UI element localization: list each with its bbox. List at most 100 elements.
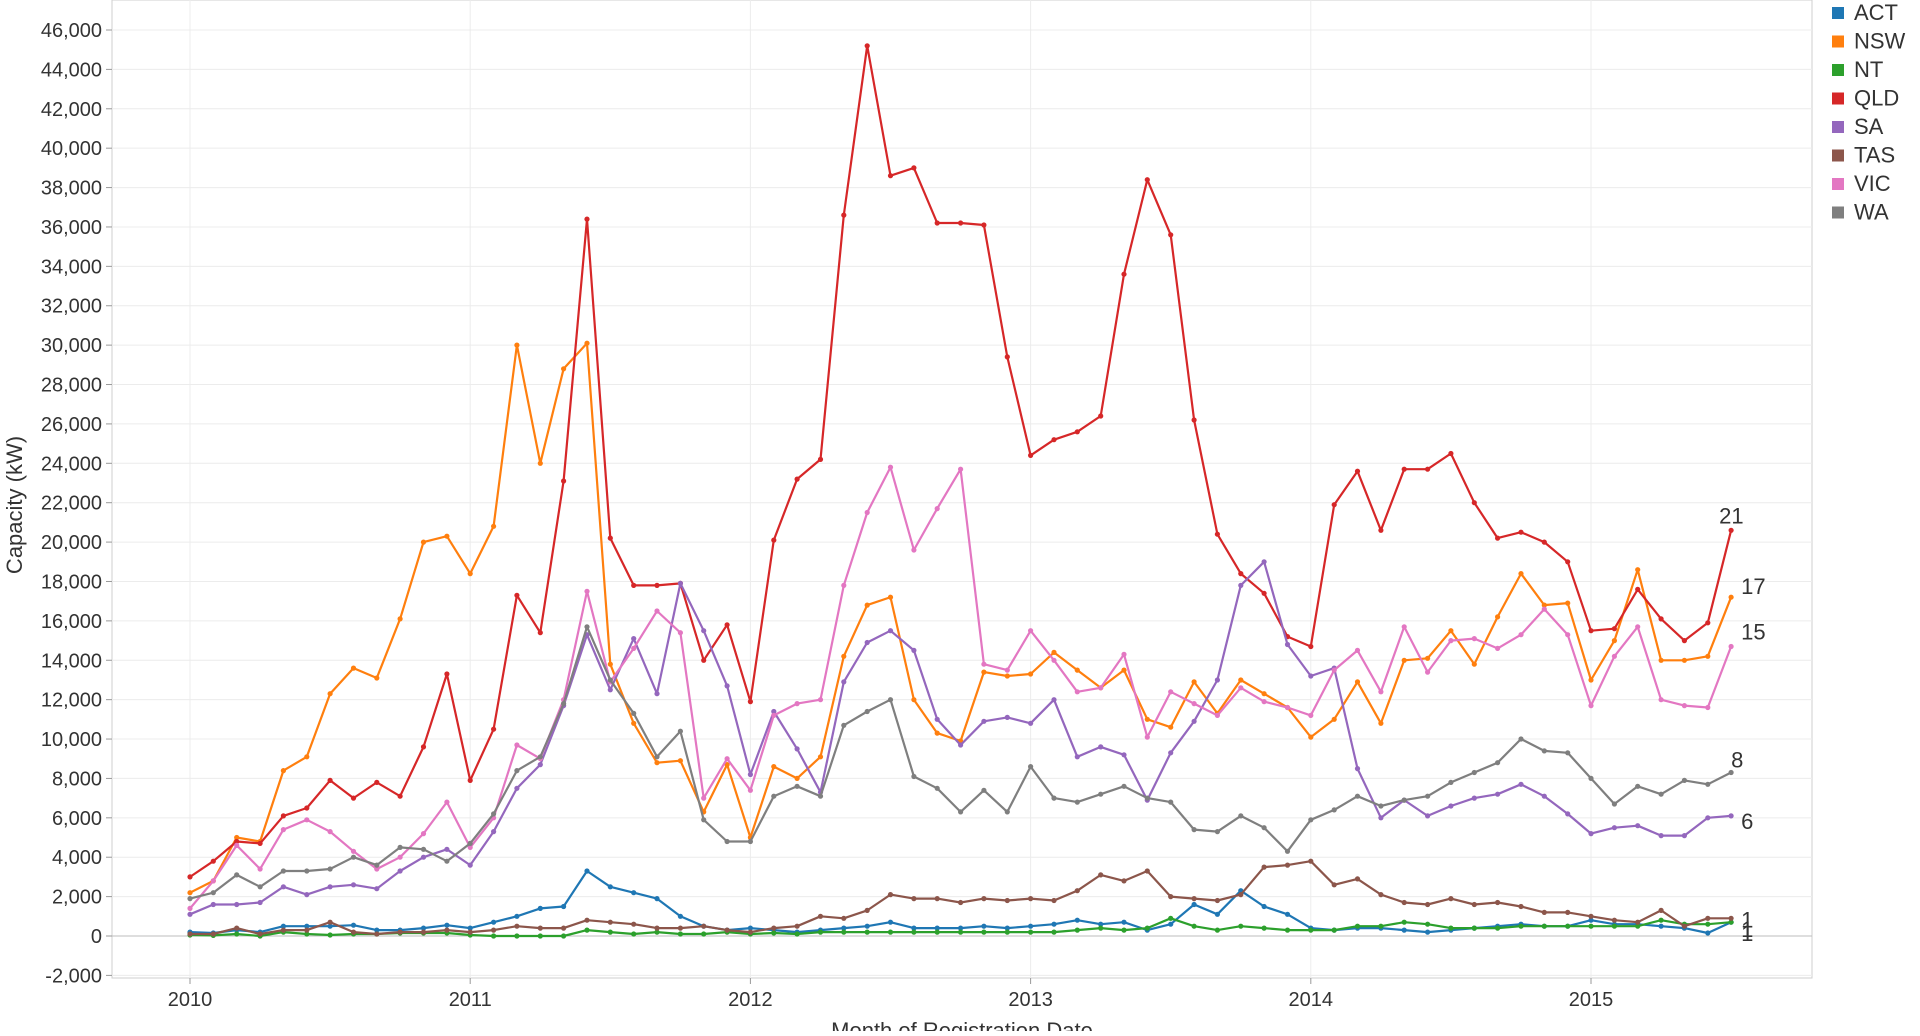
legend-item-vic[interactable]: VIC	[1832, 171, 1891, 196]
data-point	[701, 628, 707, 634]
data-point	[397, 793, 403, 799]
data-point	[1028, 452, 1034, 458]
data-point	[1331, 807, 1337, 813]
legend-swatch	[1832, 121, 1844, 133]
data-point	[1028, 671, 1034, 677]
y-tick-label: 26,000	[41, 414, 102, 436]
data-point	[864, 639, 870, 646]
legend-item-wa[interactable]: WA	[1832, 200, 1889, 225]
data-point	[817, 929, 824, 935]
data-point	[1378, 892, 1384, 898]
data-point	[771, 764, 777, 770]
data-point	[304, 817, 310, 823]
legend-swatch	[1832, 64, 1844, 76]
end-label-wa: 8	[1731, 748, 1743, 773]
data-point	[584, 216, 590, 222]
data-point	[1705, 921, 1711, 927]
data-point	[794, 775, 800, 782]
data-point	[1238, 571, 1244, 577]
data-point	[1004, 925, 1010, 931]
data-point	[1051, 929, 1057, 935]
data-point	[1635, 586, 1641, 593]
data-point	[374, 779, 380, 786]
data-point	[1238, 582, 1244, 589]
data-point	[1074, 888, 1080, 894]
data-point	[1308, 817, 1314, 823]
legend-item-tas[interactable]: TAS	[1832, 143, 1895, 168]
data-point	[561, 701, 567, 707]
data-point	[607, 929, 613, 935]
data-point	[1354, 647, 1361, 654]
data-point	[1074, 754, 1080, 760]
data-point	[677, 913, 684, 919]
data-point	[210, 901, 216, 908]
data-point	[514, 768, 520, 774]
data-point	[444, 846, 450, 852]
y-tick-label: 46,000	[41, 20, 102, 42]
data-point	[1191, 896, 1197, 902]
data-point	[1611, 825, 1617, 831]
data-point	[1214, 531, 1220, 537]
data-point	[631, 890, 637, 896]
data-point	[887, 919, 894, 925]
data-point	[887, 892, 894, 898]
data-point	[374, 927, 380, 933]
data-point	[327, 777, 333, 784]
data-point	[841, 212, 847, 218]
data-point	[187, 874, 193, 880]
data-point	[607, 884, 613, 890]
data-point	[280, 927, 286, 933]
data-point	[1401, 899, 1407, 906]
y-tick-label: 2,000	[52, 887, 102, 909]
data-point	[187, 905, 193, 912]
data-point	[1214, 829, 1220, 835]
x-tick-label: 2013	[1008, 989, 1053, 1011]
legend-item-nt[interactable]: NT	[1832, 57, 1883, 82]
data-point	[1004, 897, 1010, 904]
data-point	[327, 932, 333, 938]
data-point	[1121, 878, 1127, 884]
data-point	[1051, 649, 1057, 656]
data-point	[234, 901, 240, 908]
legend-item-qld[interactable]: QLD	[1832, 86, 1899, 111]
y-tick-label: 28,000	[41, 375, 102, 397]
legend-item-act[interactable]: ACT	[1832, 0, 1898, 25]
data-point	[1541, 602, 1547, 608]
data-point	[1004, 673, 1010, 679]
data-point	[1588, 703, 1594, 709]
data-point	[1261, 699, 1267, 705]
data-point	[1611, 626, 1617, 632]
legend-item-nsw[interactable]: NSW	[1832, 29, 1906, 54]
data-point	[911, 929, 917, 935]
data-point	[794, 783, 800, 789]
data-point	[1168, 921, 1174, 927]
data-point	[1238, 813, 1244, 819]
data-point	[1354, 793, 1361, 799]
end-label-qld: 21	[1719, 503, 1743, 528]
data-point	[374, 862, 380, 868]
data-point	[304, 892, 310, 898]
data-point	[841, 582, 847, 589]
data-point	[654, 608, 660, 614]
data-point	[467, 777, 473, 784]
x-tick-label: 2011	[449, 989, 492, 1011]
data-point	[1658, 923, 1664, 929]
end-label-tas: 1	[1741, 907, 1753, 932]
legend-item-sa[interactable]: SA	[1832, 114, 1884, 139]
data-point	[1261, 903, 1267, 910]
end-labels: 1 17 1 21 6 1 15 8	[1719, 503, 1765, 946]
data-point	[1028, 628, 1034, 634]
data-point	[1495, 614, 1501, 620]
data-point	[397, 616, 403, 622]
legend-label: NT	[1854, 57, 1883, 82]
data-point	[724, 762, 730, 768]
data-point	[1658, 833, 1664, 839]
data-point	[1705, 781, 1711, 787]
data-point	[420, 854, 427, 860]
data-point	[981, 661, 987, 667]
data-point	[794, 476, 800, 482]
data-point	[1168, 915, 1174, 921]
data-point	[1051, 897, 1057, 904]
data-point	[794, 931, 800, 937]
data-point	[280, 813, 286, 819]
